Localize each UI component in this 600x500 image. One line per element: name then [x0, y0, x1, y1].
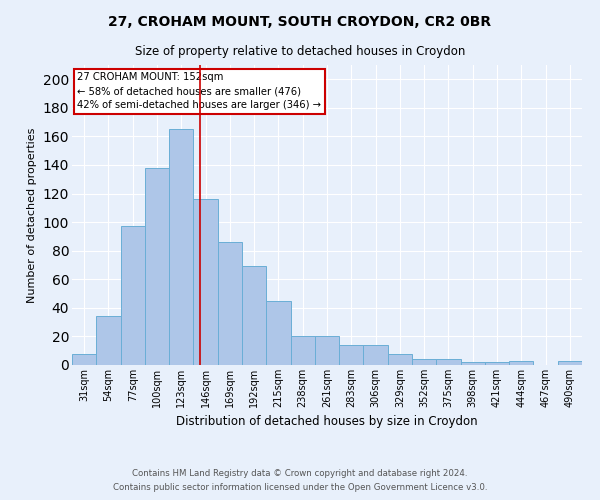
Text: Size of property relative to detached houses in Croydon: Size of property relative to detached ho…	[135, 45, 465, 58]
Bar	[145, 168, 169, 365]
Text: 27, CROHAM MOUNT, SOUTH CROYDON, CR2 0BR: 27, CROHAM MOUNT, SOUTH CROYDON, CR2 0BR	[109, 15, 491, 29]
Bar	[290, 336, 315, 365]
Text: Contains HM Land Registry data © Crown copyright and database right 2024.: Contains HM Land Registry data © Crown c…	[132, 468, 468, 477]
X-axis label: Distribution of detached houses by size in Croydon: Distribution of detached houses by size …	[176, 416, 478, 428]
Bar	[242, 266, 266, 365]
Bar	[436, 360, 461, 365]
Bar	[72, 354, 96, 365]
Bar	[461, 362, 485, 365]
Bar	[388, 354, 412, 365]
Bar	[339, 345, 364, 365]
Bar	[485, 362, 509, 365]
Text: 27 CROHAM MOUNT: 152sqm
← 58% of detached houses are smaller (476)
42% of semi-d: 27 CROHAM MOUNT: 152sqm ← 58% of detache…	[77, 72, 321, 110]
Bar	[193, 200, 218, 365]
Bar	[509, 360, 533, 365]
Bar	[266, 300, 290, 365]
Y-axis label: Number of detached properties: Number of detached properties	[27, 128, 37, 302]
Bar	[315, 336, 339, 365]
Bar	[121, 226, 145, 365]
Bar	[412, 360, 436, 365]
Bar	[96, 316, 121, 365]
Bar	[364, 345, 388, 365]
Bar	[169, 130, 193, 365]
Text: Contains public sector information licensed under the Open Government Licence v3: Contains public sector information licen…	[113, 484, 487, 492]
Bar	[218, 242, 242, 365]
Bar	[558, 360, 582, 365]
